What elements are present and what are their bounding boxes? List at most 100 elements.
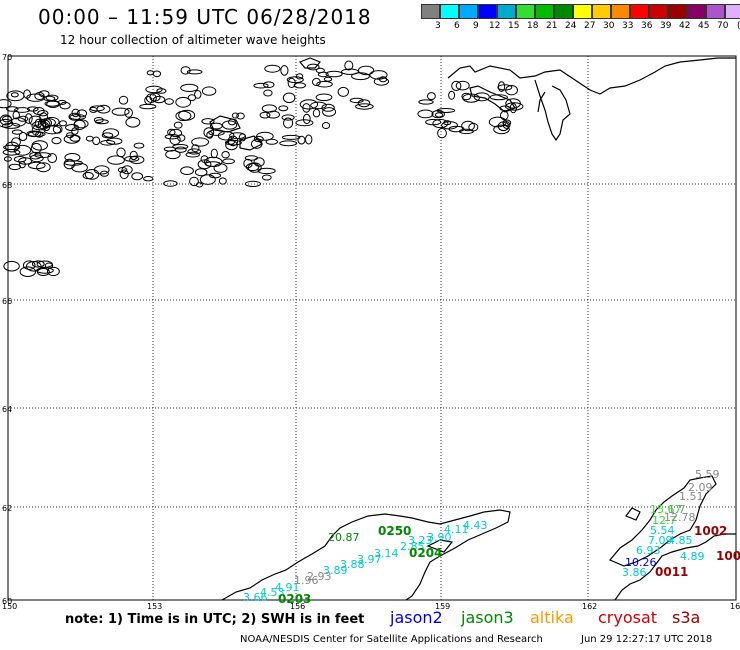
ice-floe	[244, 180, 261, 187]
ice-floe	[23, 89, 32, 99]
color-swatch	[687, 4, 706, 19]
ice-floe	[299, 99, 319, 110]
ice-floe	[217, 130, 235, 141]
ice-floe	[355, 103, 374, 110]
ice-floe	[261, 104, 277, 113]
observation-label: 12.78	[664, 511, 696, 524]
observation-label: 3.89	[323, 564, 348, 577]
color-scale-label: 3	[435, 21, 441, 31]
ice-floe	[199, 174, 216, 185]
ice-floe	[59, 101, 71, 110]
color-scale-label: 27	[584, 21, 596, 31]
ice-floe	[264, 64, 281, 73]
ice-floe	[200, 155, 209, 163]
note-text: note: 1) Time is in UTC; 2) SWH is in fe…	[65, 612, 365, 627]
color-swatch	[668, 4, 687, 19]
color-scale-label: 18	[527, 21, 539, 31]
observation-label: 0011	[655, 565, 688, 579]
observation-label: 3.90	[427, 531, 452, 544]
ice-floe	[236, 112, 245, 120]
ice-floe	[101, 132, 114, 139]
ice-floe	[13, 144, 32, 156]
satellite-legend-jason2: jason2	[390, 608, 443, 627]
color-scale-label: 36	[641, 21, 653, 31]
ice-floe	[278, 105, 289, 112]
longitude-label: 162	[582, 602, 597, 611]
color-scale-label: 6	[454, 21, 460, 31]
ice-floe	[263, 89, 273, 97]
ice-floe	[51, 137, 62, 145]
ice-floe	[505, 85, 519, 96]
observation-label: 100	[716, 549, 740, 563]
ice-floe	[27, 106, 39, 112]
ice-floe	[493, 124, 510, 135]
ice-floe	[121, 165, 133, 175]
longitude-label: 159	[435, 602, 450, 611]
ice-floe	[369, 70, 388, 80]
latitude-label: 60	[2, 597, 12, 606]
ice-floe	[434, 112, 444, 118]
ice-floe	[36, 162, 51, 173]
ice-floe	[17, 115, 29, 122]
ice-floe	[194, 168, 208, 177]
latitude-label: 70	[2, 53, 12, 62]
ice-floe	[358, 65, 375, 76]
observation-label: 4.53	[260, 586, 285, 599]
ice-floe	[208, 129, 225, 136]
longitude-label: 153	[147, 602, 162, 611]
observation-label: 1002	[694, 524, 727, 538]
ice-floe	[3, 156, 12, 162]
ice-floe	[169, 128, 183, 138]
ice-floe	[14, 107, 31, 113]
observation-label: 10.26	[625, 556, 657, 569]
ice-floe	[34, 92, 45, 100]
color-scale-label: 45	[698, 21, 710, 31]
observation-label: 0203	[278, 592, 311, 606]
ice-floe	[322, 107, 337, 117]
color-swatch	[649, 4, 668, 19]
ice-floe	[59, 120, 67, 127]
ice-floe	[52, 124, 63, 134]
ice-floe	[24, 113, 33, 124]
ice-floe	[497, 81, 506, 92]
ice-floe	[71, 162, 88, 173]
observation-label: 2.85	[400, 540, 425, 553]
ice-floe	[231, 112, 239, 119]
ice-floe	[189, 176, 199, 187]
ice-floes	[0, 60, 524, 278]
ice-floe	[3, 260, 20, 272]
ice-floe	[489, 94, 508, 101]
ice-floe	[315, 93, 333, 102]
color-scale-label: 9	[473, 21, 479, 31]
color-scale-label: 70	[717, 21, 729, 31]
ice-floe	[281, 114, 295, 121]
ice-floe	[164, 98, 174, 105]
ice-floe	[31, 260, 45, 268]
latitude-label: 62	[2, 504, 12, 513]
satellite-legend-altika: altika	[530, 608, 574, 627]
ice-floe	[349, 97, 364, 104]
ice-floe	[432, 118, 449, 129]
ice-floe	[173, 121, 183, 129]
ice-floe	[302, 113, 311, 125]
color-swatch	[592, 4, 611, 19]
color-scale-label: 30	[603, 21, 615, 31]
ice-floe	[357, 99, 371, 108]
ice-floe	[69, 134, 81, 142]
ice-floe	[26, 93, 45, 102]
satellite-legend-cryosat: cryosat	[598, 608, 658, 627]
ice-floe	[175, 110, 192, 122]
ice-floe	[10, 92, 19, 98]
ice-floe	[307, 63, 320, 71]
ice-floe	[221, 151, 230, 159]
ice-floe	[18, 131, 28, 142]
observation-label: 15.67	[650, 503, 682, 516]
ice-floe	[297, 135, 306, 145]
ice-floe	[131, 172, 144, 181]
ice-floe	[119, 169, 129, 180]
observation-label: 3.66	[243, 591, 268, 604]
color-scale-label: 12	[489, 21, 501, 31]
satellite-legend-s3a: s3a	[672, 608, 701, 627]
ice-floe	[321, 103, 335, 112]
